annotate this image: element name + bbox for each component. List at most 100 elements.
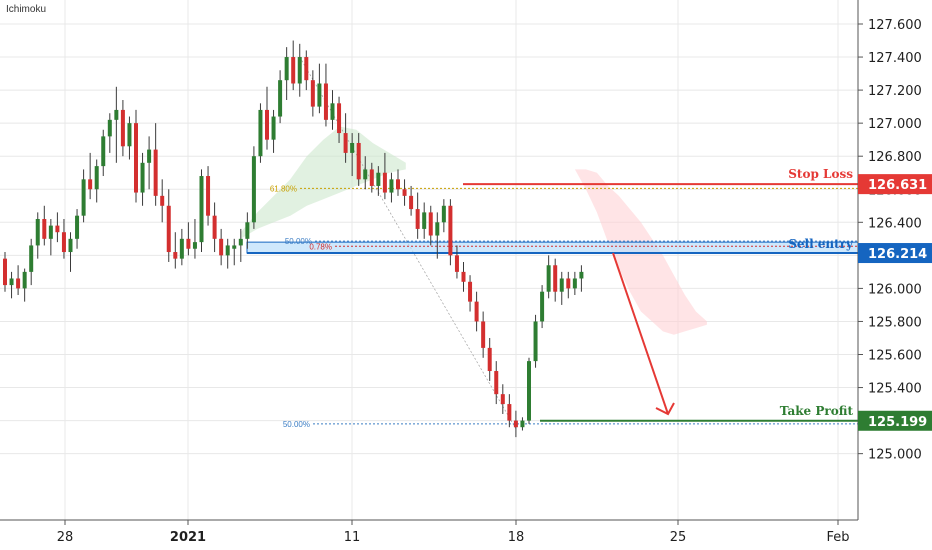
x-tick-label: 11 <box>344 530 361 545</box>
candle-body <box>258 109 263 157</box>
candle-body <box>94 166 99 190</box>
y-tick-label: 125.400 <box>868 382 922 397</box>
candle-body <box>435 222 440 236</box>
candle-body <box>553 265 558 292</box>
candle-body <box>520 420 525 428</box>
candle-body <box>245 222 250 239</box>
candle-body <box>153 149 158 196</box>
candle-body <box>363 169 368 180</box>
candle-body <box>265 109 269 140</box>
candle-body <box>48 225 53 239</box>
y-tick-label: 127.400 <box>868 51 922 66</box>
sell-entry-price-badge <box>858 243 932 264</box>
candle-body <box>468 281 473 302</box>
candle-body <box>9 278 14 286</box>
candle-body <box>107 119 112 137</box>
candle-body <box>402 189 407 196</box>
candle-body <box>186 238 191 249</box>
candle-body <box>134 123 138 193</box>
y-tick-label: 125.800 <box>868 315 922 330</box>
candle-body <box>88 179 93 190</box>
candle-body <box>481 321 486 348</box>
ichimoku-cloud <box>240 126 707 335</box>
candle-body <box>448 205 453 256</box>
candle-body <box>513 420 518 428</box>
candle-body <box>160 195 165 206</box>
y-tick-label: 127.200 <box>868 84 922 99</box>
candle-body <box>330 103 335 120</box>
x-tick-label: 28 <box>57 530 74 545</box>
candle-body <box>474 301 479 322</box>
candle-body <box>566 278 571 289</box>
take-profit-label: Take Profit <box>780 404 854 418</box>
candle-body <box>271 116 276 140</box>
candle-body <box>192 242 197 249</box>
y-tick-label: 126.000 <box>868 282 922 297</box>
stop-loss-label: Stop Loss <box>788 167 853 181</box>
candle-body <box>238 238 243 246</box>
stop-loss-price-badge-text: 126.631 <box>868 178 927 193</box>
x-tick-label: 25 <box>670 530 687 545</box>
candle-body <box>533 321 538 362</box>
candle-body <box>304 57 309 81</box>
candle-body <box>284 57 289 81</box>
candle-body <box>251 156 256 223</box>
candle-body <box>540 291 545 322</box>
candle-body <box>369 169 374 186</box>
projection-arrow-head <box>655 402 675 416</box>
candle-body <box>350 142 355 153</box>
candle-body <box>317 83 322 107</box>
candle-body <box>500 394 505 405</box>
candle-body <box>389 179 394 193</box>
candle-body <box>507 404 512 421</box>
candle-body <box>487 347 492 372</box>
candle-body <box>572 278 577 289</box>
candle-body <box>494 371 499 395</box>
candle-body <box>343 133 348 153</box>
sell-entry-label: Sell entry <box>788 237 854 251</box>
candle-body <box>454 255 459 272</box>
candle-body <box>428 212 433 236</box>
candle-body <box>179 238 184 259</box>
candle-body <box>559 278 564 292</box>
sell-entry-price-badge-text: 126.214 <box>868 247 927 262</box>
candle-body <box>337 103 342 134</box>
candle-body <box>396 179 400 190</box>
candle-body <box>546 265 551 292</box>
candles-layer <box>3 40 584 438</box>
y-tick-label: 125.000 <box>868 448 922 463</box>
candle-body <box>61 232 66 253</box>
fib-level-label: 50.00% <box>283 420 310 429</box>
candle-body <box>461 271 466 282</box>
y-tick-label: 127.000 <box>868 117 922 132</box>
candle-body <box>297 57 302 84</box>
candle-body <box>42 218 47 239</box>
fib-level-label: 50.00% <box>285 237 312 246</box>
candle-body <box>16 278 21 289</box>
y-tick-label: 126.400 <box>868 216 922 231</box>
candle-body <box>55 225 60 233</box>
candle-body <box>81 179 86 216</box>
candle-body <box>29 245 34 272</box>
candle-body <box>291 57 296 84</box>
candle-body <box>120 109 125 147</box>
candle-body <box>441 205 446 223</box>
candle-body <box>415 209 420 229</box>
candle-body <box>101 136 106 167</box>
grid-layer <box>0 0 858 520</box>
candle-body <box>166 205 171 253</box>
fib-level-label: 0.78% <box>309 242 332 251</box>
candle-body <box>35 218 40 246</box>
candle-body <box>75 215 80 239</box>
candle-body <box>219 238 224 256</box>
x-tick-label: 18 <box>508 530 525 545</box>
stop-loss-price-badge <box>858 174 932 195</box>
candle-body <box>212 215 217 239</box>
candle-body <box>225 245 230 256</box>
projection-arrow-line <box>612 252 669 415</box>
candle-body <box>22 271 27 289</box>
candle-body <box>127 123 132 147</box>
